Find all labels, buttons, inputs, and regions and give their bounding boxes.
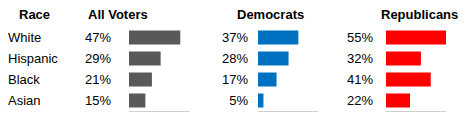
svg-text:Black: Black: [8, 72, 40, 87]
svg-text:5%: 5%: [229, 93, 248, 108]
svg-text:55%: 55%: [347, 30, 373, 45]
svg-text:17%: 17%: [222, 72, 248, 87]
svg-text:Republicans: Republicans: [381, 7, 458, 22]
svg-text:29%: 29%: [85, 51, 111, 66]
svg-text:41%: 41%: [347, 72, 373, 87]
svg-text:All Voters: All Voters: [88, 7, 148, 22]
svg-text:32%: 32%: [347, 51, 373, 66]
svg-text:Democrats: Democrats: [237, 7, 304, 22]
svg-text:21%: 21%: [85, 72, 111, 87]
svg-text:White: White: [8, 30, 41, 45]
svg-text:37%: 37%: [222, 30, 248, 45]
svg-text:47%: 47%: [85, 30, 111, 45]
svg-text:15%: 15%: [85, 93, 111, 108]
svg-text:Hispanic: Hispanic: [8, 51, 58, 66]
svg-text:22%: 22%: [347, 93, 373, 108]
svg-text:Asian: Asian: [8, 93, 41, 108]
svg-text:Race: Race: [19, 7, 50, 22]
svg-text:28%: 28%: [222, 51, 248, 66]
